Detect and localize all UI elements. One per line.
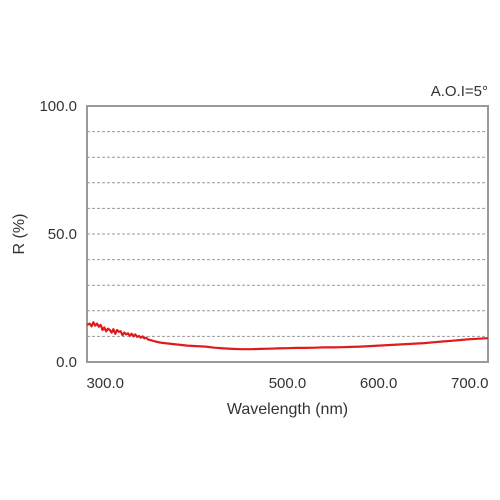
x-tick-label: 700.0 [451, 375, 489, 392]
grid-lines [87, 131, 488, 337]
plot-frame [86, 105, 489, 363]
x-tick-label: 600.0 [360, 375, 398, 392]
y-tick-label: 50.0 [48, 226, 77, 243]
aoi-annotation: A.O.I=5° [431, 83, 488, 100]
x-tick-labels: 300.0 500.0 600.0 700.0 [86, 375, 488, 392]
x-tick-label: 500.0 [269, 375, 307, 392]
y-tick-labels: 0.0 50.0 100.0 [39, 98, 77, 371]
x-axis-label: Wavelength (nm) [227, 401, 348, 418]
reflectance-series-line [86, 321, 489, 351]
y-tick-label: 100.0 [39, 98, 77, 115]
y-axis-label: R (%) [11, 214, 28, 255]
y-tick-label: 0.0 [56, 354, 77, 371]
x-tick-label: 300.0 [86, 375, 124, 392]
